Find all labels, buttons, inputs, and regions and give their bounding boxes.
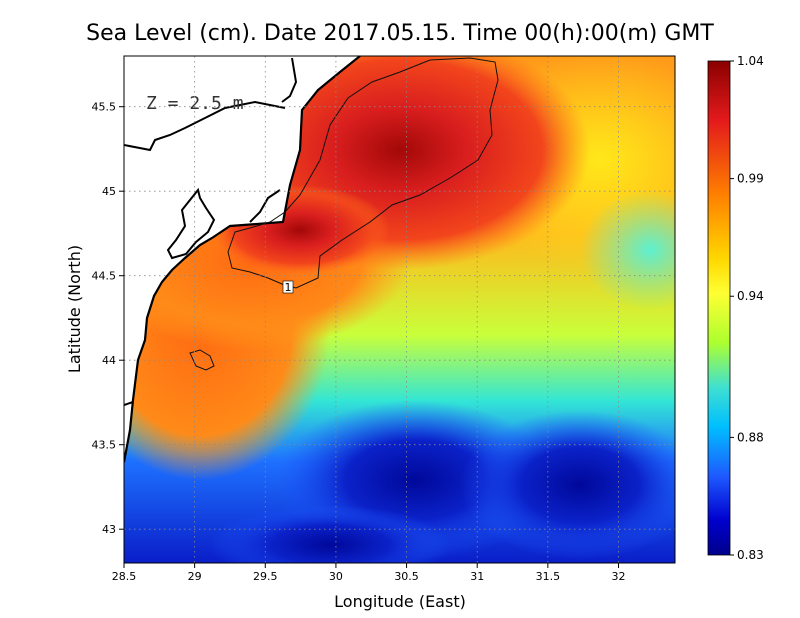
colorbar-label: 0.88 [737, 430, 764, 444]
x-tick-label: 31.5 [536, 570, 561, 583]
x-tick-label: 32 [611, 570, 625, 583]
y-tick-label: 45 [102, 185, 116, 198]
colorbar [707, 60, 731, 556]
contour-label: 1 [285, 281, 292, 294]
colorbar-labels: 1.04 0.99 0.94 0.88 0.83 [730, 54, 764, 562]
x-tick-label: 30 [329, 570, 343, 583]
colorbar-label: 0.99 [737, 172, 764, 186]
colorbar-label: 0.94 [737, 289, 764, 303]
x-tick-label: 29 [188, 570, 202, 583]
y-tick-label: 43.5 [92, 439, 117, 452]
x-tick-label: 29.5 [253, 570, 278, 583]
x-tick-label: 30.5 [394, 570, 419, 583]
colorbar-label: 0.83 [737, 548, 764, 562]
plot-frame [123, 55, 676, 564]
y-tick-label: 45.5 [92, 101, 117, 114]
depth-label: Z = 2.5 m [146, 93, 244, 114]
x-tick-label: 28.5 [112, 570, 137, 583]
y-tick-label: 44.5 [92, 270, 117, 283]
land-mass [124, 56, 361, 463]
y-tick-label: 43 [102, 523, 116, 536]
x-tick-label: 31 [470, 570, 484, 583]
contour-line-1 [189, 57, 499, 371]
contour-label-box [282, 280, 294, 294]
y-tick-label: 44 [102, 354, 116, 367]
grid-lines [124, 56, 675, 563]
y-axis-ticks: 43 43.5 44 44.5 45 45.5 [92, 101, 124, 536]
map-title: Sea Level (cm). Date 2017.05.15. Time 00… [86, 21, 714, 46]
colorbar-label: 1.04 [737, 54, 764, 68]
y-axis-label: Latitude (North) [65, 245, 84, 373]
x-axis-ticks: 28.5 29 29.5 30 30.5 31 31.5 32 [112, 563, 625, 583]
x-axis-label: Longitude (East) [334, 592, 466, 611]
